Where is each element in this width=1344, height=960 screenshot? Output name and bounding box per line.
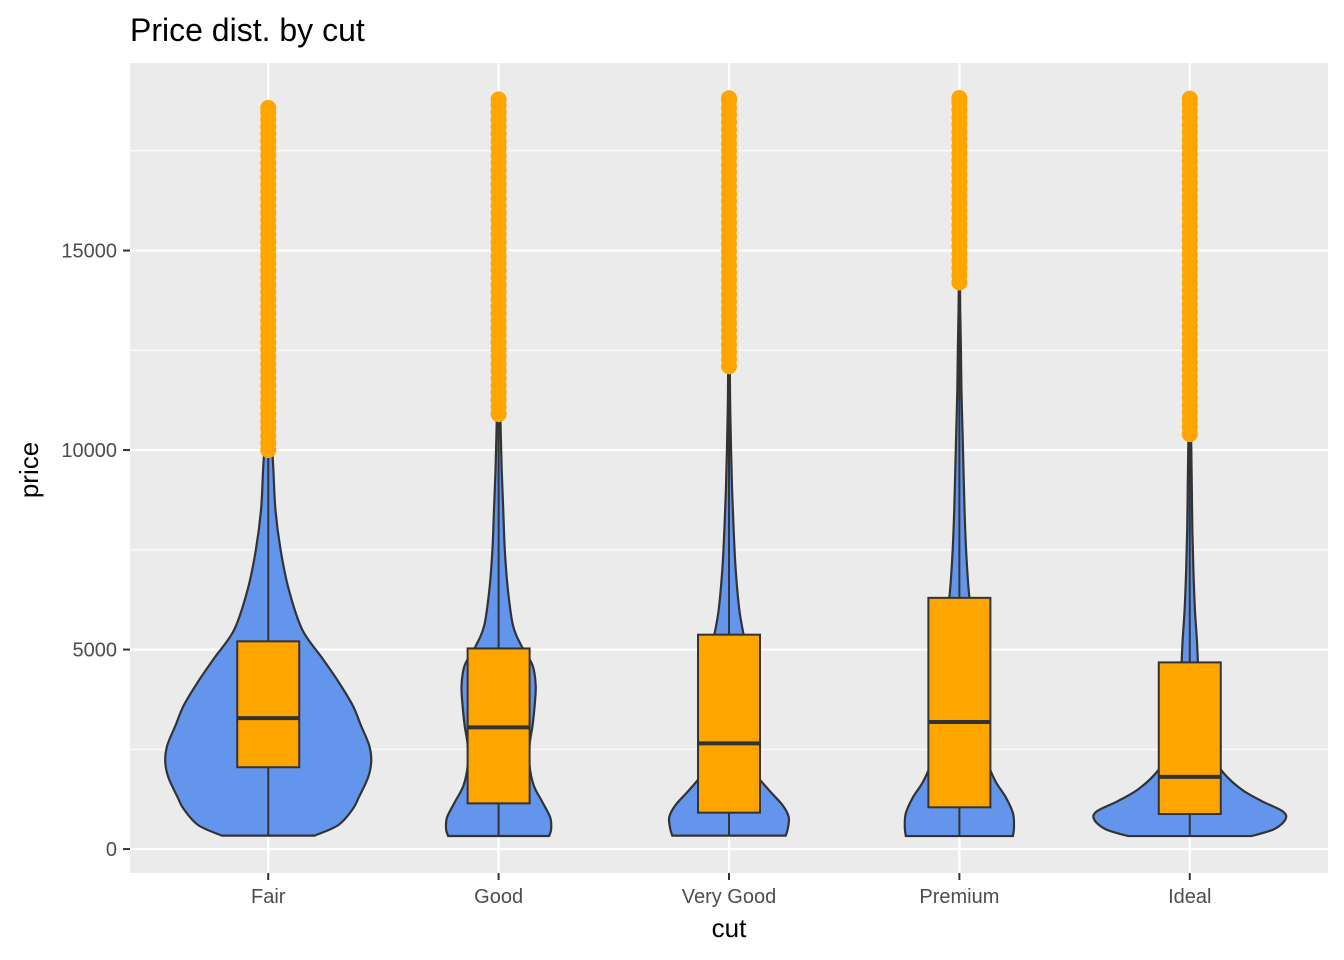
- violin-group-ideal: [1092, 90, 1288, 838]
- x-axis: Fair Good Very Good Premium Ideal: [251, 873, 1211, 908]
- box: [927, 596, 992, 809]
- violin-group-fair: [164, 99, 373, 837]
- y-axis-title: price: [14, 442, 44, 498]
- outlier-point: [260, 99, 277, 116]
- x-tick-label: Good: [474, 886, 523, 908]
- box: [697, 633, 761, 814]
- x-tick-label: Very Good: [682, 886, 777, 908]
- outlier-point: [1181, 90, 1198, 107]
- x-tick-label: Fair: [251, 886, 286, 908]
- violin-group-good: [444, 91, 553, 838]
- chart-title: Price dist. by cut: [130, 12, 365, 48]
- y-axis: 0 5000 10000 15000: [61, 241, 130, 861]
- outlier-point: [490, 91, 507, 108]
- y-tick-label: 5000: [73, 640, 118, 662]
- y-tick-label: 0: [106, 839, 117, 861]
- x-tick-label: Premium: [919, 886, 999, 908]
- box: [236, 640, 301, 769]
- x-axis-title: cut: [712, 913, 747, 943]
- outlier-point: [721, 90, 737, 107]
- violin-group-premium: [903, 89, 1016, 838]
- violins: [164, 89, 1288, 838]
- x-tick-label: Ideal: [1168, 886, 1211, 908]
- y-tick-label: 15000: [61, 241, 117, 263]
- y-tick-label: 10000: [61, 440, 117, 462]
- box: [1157, 661, 1222, 816]
- violin-group-very-good: [667, 90, 791, 837]
- outlier-point: [951, 89, 968, 106]
